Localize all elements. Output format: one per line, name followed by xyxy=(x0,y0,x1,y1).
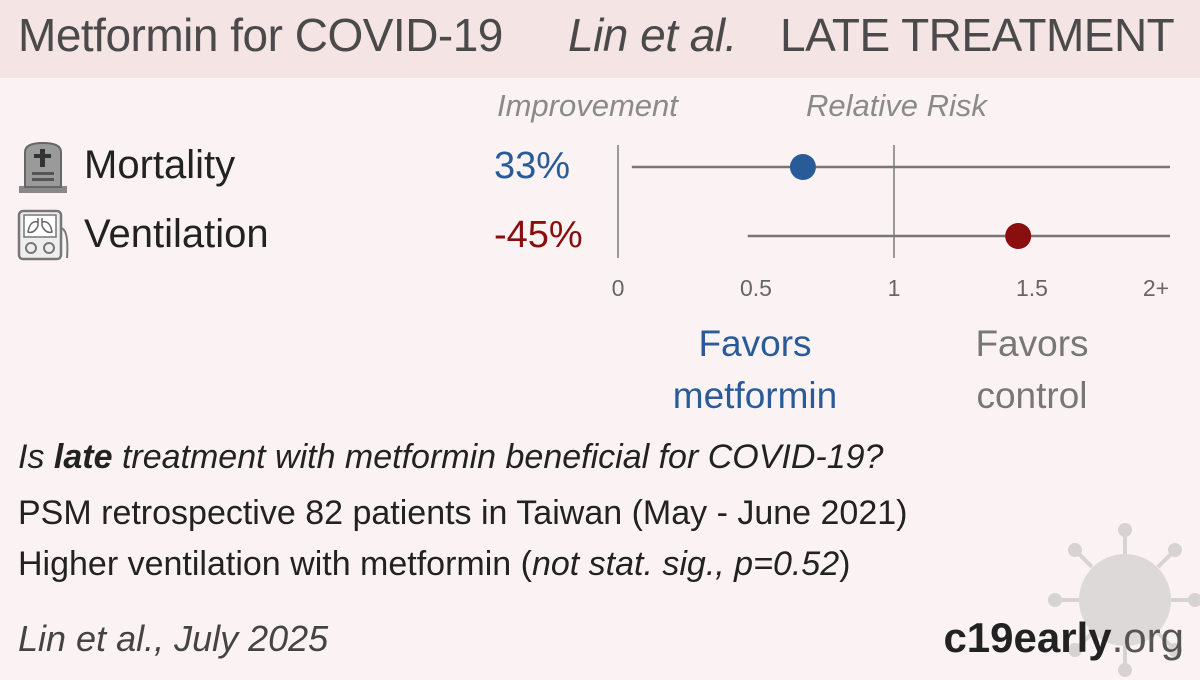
x-tick-label: 2+ xyxy=(1143,275,1169,301)
relative-risk-header: Relative Risk xyxy=(806,88,987,123)
point-mortality xyxy=(789,154,816,180)
improvement-ventilation: -45% xyxy=(494,214,583,256)
favors-control-label: Favors control xyxy=(932,318,1132,422)
point-ventilation xyxy=(1005,223,1032,249)
favors-left-line1: Favors xyxy=(698,323,812,364)
favors-right-line1: Favors xyxy=(975,323,1089,364)
question-pre: Is xyxy=(18,438,54,476)
treatment-stage: LATE TREATMENT xyxy=(780,9,1175,61)
improvement-header: Improvement xyxy=(497,88,678,123)
result-pre: Higher ventilation with metformin ( xyxy=(18,545,532,583)
question-post: treatment with metformin beneficial for … xyxy=(112,438,884,476)
x-tick-label: 1.5 xyxy=(1016,275,1048,301)
x-tick-label: 0 xyxy=(612,275,625,301)
brand-org: .org xyxy=(1111,614,1184,661)
page-title: Metformin for COVID-19 xyxy=(18,9,503,61)
virus-icon xyxy=(1048,523,1200,677)
header-bar: Metformin for COVID-19 Lin et al. LATE T… xyxy=(0,0,1200,78)
row-label-ventilation: Ventilation xyxy=(84,212,269,256)
result-italic: not stat. sig., p=0.52 xyxy=(531,545,840,583)
result-line: Higher ventilation with metformin (not s… xyxy=(18,545,850,584)
improvement-mortality: 33% xyxy=(494,145,571,187)
question-bold: late xyxy=(53,438,113,476)
brand-logo[interactable]: c19early.org xyxy=(943,614,1184,662)
tombstone-icon xyxy=(19,141,67,193)
favors-metformin-label: Favors metformin xyxy=(655,318,855,422)
citation: Lin et al., July 2025 xyxy=(18,618,329,659)
brand-bold: c19early xyxy=(943,614,1112,661)
row-label-mortality: Mortality xyxy=(84,143,236,187)
x-tick-label: 1 xyxy=(888,275,901,301)
result-post: ) xyxy=(839,545,851,583)
question-line: Is late treatment with metformin benefic… xyxy=(18,438,883,477)
authors-title: Lin et al. xyxy=(568,9,737,61)
study-line: PSM retrospective 82 patients in Taiwan … xyxy=(18,494,908,532)
ventilator-icon xyxy=(17,209,69,261)
x-tick-label: 0.5 xyxy=(740,275,772,301)
favors-left-line2: metformin xyxy=(672,375,838,416)
favors-right-line2: control xyxy=(976,375,1088,416)
